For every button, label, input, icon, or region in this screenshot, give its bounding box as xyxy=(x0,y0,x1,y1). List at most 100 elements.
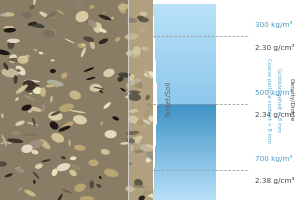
Text: Coarse particle content > 8 mm: Coarse particle content > 8 mm xyxy=(266,58,271,142)
Text: 2.34 g/cm³: 2.34 g/cm³ xyxy=(255,112,294,118)
Ellipse shape xyxy=(76,11,88,22)
Ellipse shape xyxy=(90,41,95,49)
Ellipse shape xyxy=(16,84,28,94)
Polygon shape xyxy=(153,4,216,6)
Ellipse shape xyxy=(73,115,87,124)
Ellipse shape xyxy=(16,66,26,75)
Ellipse shape xyxy=(89,5,94,9)
Polygon shape xyxy=(154,188,216,190)
Ellipse shape xyxy=(133,46,141,55)
Polygon shape xyxy=(157,94,216,97)
Ellipse shape xyxy=(44,11,57,19)
Polygon shape xyxy=(155,159,216,162)
Ellipse shape xyxy=(105,171,115,176)
Ellipse shape xyxy=(59,104,74,112)
Ellipse shape xyxy=(52,169,58,176)
Polygon shape xyxy=(154,166,216,169)
Text: Density/Dichte: Density/Dichte xyxy=(288,78,293,122)
Ellipse shape xyxy=(131,136,140,143)
Polygon shape xyxy=(155,46,216,49)
Ellipse shape xyxy=(33,180,35,184)
Polygon shape xyxy=(153,193,216,195)
Ellipse shape xyxy=(24,190,36,196)
Text: 700 kg/m³: 700 kg/m³ xyxy=(255,156,292,162)
Ellipse shape xyxy=(27,140,44,149)
Ellipse shape xyxy=(1,113,4,118)
Ellipse shape xyxy=(15,121,25,126)
Polygon shape xyxy=(154,178,216,181)
Polygon shape xyxy=(153,195,216,198)
Ellipse shape xyxy=(132,185,145,188)
Ellipse shape xyxy=(5,12,14,16)
Ellipse shape xyxy=(97,184,101,188)
Ellipse shape xyxy=(22,105,32,111)
Ellipse shape xyxy=(23,80,36,90)
Polygon shape xyxy=(156,74,216,77)
Ellipse shape xyxy=(118,3,124,8)
Ellipse shape xyxy=(144,110,149,117)
Ellipse shape xyxy=(43,30,55,37)
Ellipse shape xyxy=(67,163,82,170)
Polygon shape xyxy=(154,176,216,178)
Polygon shape xyxy=(155,154,216,157)
Ellipse shape xyxy=(74,184,86,192)
Polygon shape xyxy=(156,128,216,130)
Polygon shape xyxy=(157,114,216,116)
Ellipse shape xyxy=(90,181,94,189)
Polygon shape xyxy=(154,186,216,188)
Ellipse shape xyxy=(32,117,36,126)
Ellipse shape xyxy=(8,40,14,49)
Polygon shape xyxy=(157,97,216,99)
Polygon shape xyxy=(155,42,216,44)
Ellipse shape xyxy=(126,138,135,143)
Ellipse shape xyxy=(125,95,135,99)
Ellipse shape xyxy=(126,131,139,135)
Polygon shape xyxy=(155,150,216,152)
Polygon shape xyxy=(155,54,216,56)
Ellipse shape xyxy=(147,152,155,160)
Ellipse shape xyxy=(146,157,152,163)
Ellipse shape xyxy=(119,6,126,14)
Ellipse shape xyxy=(80,196,94,200)
Ellipse shape xyxy=(32,150,38,155)
Ellipse shape xyxy=(139,195,145,200)
Ellipse shape xyxy=(24,95,35,101)
Ellipse shape xyxy=(103,69,115,77)
Ellipse shape xyxy=(34,49,37,51)
Ellipse shape xyxy=(77,43,86,48)
Polygon shape xyxy=(157,121,216,123)
Polygon shape xyxy=(158,104,216,106)
Polygon shape xyxy=(154,14,216,17)
Polygon shape xyxy=(156,77,216,79)
Ellipse shape xyxy=(130,78,141,85)
Ellipse shape xyxy=(39,52,43,54)
Ellipse shape xyxy=(39,139,50,149)
Ellipse shape xyxy=(45,29,57,36)
Polygon shape xyxy=(157,116,216,118)
Polygon shape xyxy=(153,198,216,200)
Ellipse shape xyxy=(29,83,40,86)
Ellipse shape xyxy=(39,12,50,18)
Ellipse shape xyxy=(69,91,81,100)
Ellipse shape xyxy=(115,37,120,42)
Ellipse shape xyxy=(142,47,148,51)
Polygon shape xyxy=(153,11,216,14)
Ellipse shape xyxy=(0,161,7,167)
Ellipse shape xyxy=(57,194,63,200)
Ellipse shape xyxy=(53,138,55,141)
Polygon shape xyxy=(156,72,216,74)
Polygon shape xyxy=(154,171,216,174)
Ellipse shape xyxy=(43,17,56,19)
Ellipse shape xyxy=(5,173,13,177)
Ellipse shape xyxy=(99,15,112,21)
Ellipse shape xyxy=(124,33,139,40)
Polygon shape xyxy=(155,147,216,150)
Ellipse shape xyxy=(2,68,18,77)
Ellipse shape xyxy=(33,87,43,94)
Polygon shape xyxy=(157,86,216,89)
Polygon shape xyxy=(155,56,216,59)
Ellipse shape xyxy=(0,143,11,151)
Ellipse shape xyxy=(103,102,111,109)
Text: Target/Soll: Target/Soll xyxy=(167,82,172,118)
Ellipse shape xyxy=(127,135,137,139)
